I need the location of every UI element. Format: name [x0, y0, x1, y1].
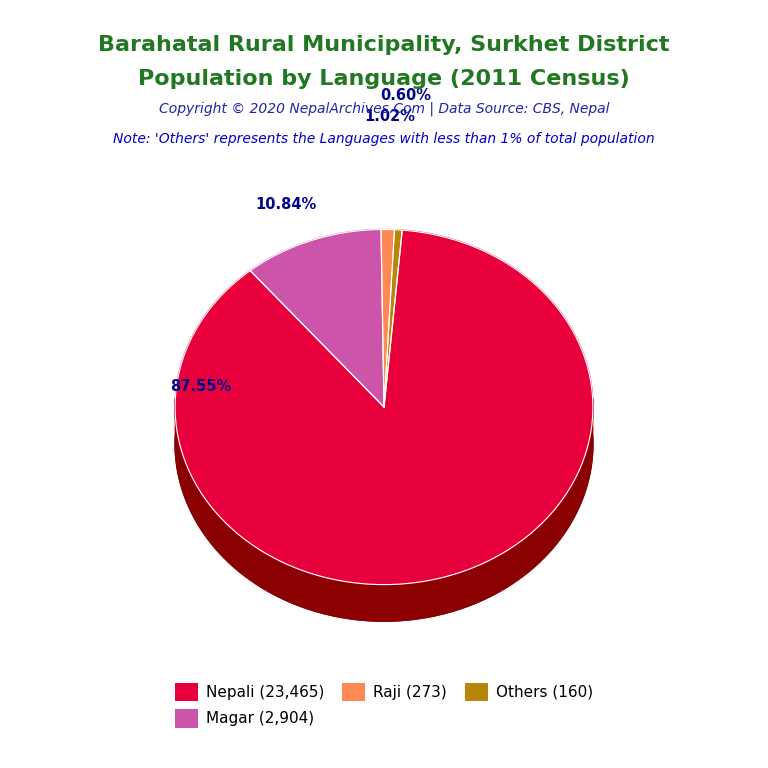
Text: Barahatal Rural Municipality, Surkhet District: Barahatal Rural Municipality, Surkhet Di… [98, 35, 670, 55]
Polygon shape [381, 230, 395, 407]
Polygon shape [250, 230, 384, 407]
Polygon shape [384, 230, 402, 407]
Polygon shape [175, 230, 593, 584]
Text: 87.55%: 87.55% [170, 379, 232, 394]
Text: Population by Language (2011 Census): Population by Language (2011 Census) [138, 69, 630, 89]
Text: 0.60%: 0.60% [381, 88, 432, 104]
Text: Copyright © 2020 NepalArchives.Com | Data Source: CBS, Nepal: Copyright © 2020 NepalArchives.Com | Dat… [159, 101, 609, 116]
Legend: Nepali (23,465), Magar (2,904), Raji (273), Others (160): Nepali (23,465), Magar (2,904), Raji (27… [169, 677, 599, 733]
Polygon shape [175, 399, 593, 621]
Text: 10.84%: 10.84% [256, 197, 316, 212]
Text: 1.02%: 1.02% [364, 109, 415, 124]
Polygon shape [175, 435, 593, 621]
Text: Note: 'Others' represents the Languages with less than 1% of total population: Note: 'Others' represents the Languages … [113, 132, 655, 146]
